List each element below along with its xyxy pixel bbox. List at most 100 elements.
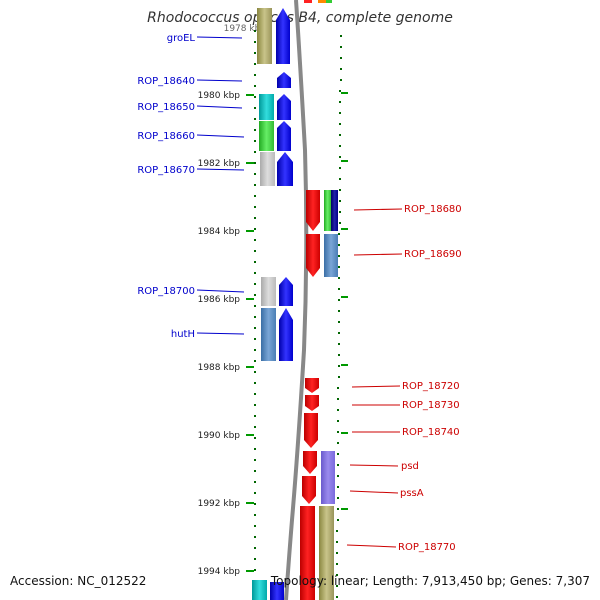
- gene-arrow[interactable]: [321, 451, 335, 504]
- guide-dot: [254, 547, 256, 549]
- guide-dot: [254, 459, 256, 461]
- gene-arrow[interactable]: [259, 121, 274, 151]
- guide-dot: [254, 448, 256, 450]
- gene-arrow[interactable]: [279, 277, 293, 306]
- guide-dot: [339, 134, 341, 136]
- scale-tick-label: 1994 kbp: [198, 567, 241, 577]
- guide-dot: [336, 530, 338, 532]
- guide-dot: [254, 437, 256, 439]
- gene-arrow[interactable]: [252, 580, 267, 600]
- gene-arrow[interactable]: [305, 395, 319, 411]
- guide-dot: [338, 332, 340, 334]
- guide-dot: [254, 393, 256, 395]
- gene-arrow[interactable]: [261, 277, 276, 306]
- top-partial-feature: [326, 0, 332, 3]
- guide-dot: [254, 360, 256, 362]
- gene-label-ROP_18770[interactable]: ROP_18770: [398, 542, 456, 553]
- guide-dot: [254, 305, 256, 307]
- genome-summary-text: Topology: linear; Length: 7,913,450 bp; …: [270, 574, 590, 588]
- gene-arrow[interactable]: [300, 506, 315, 600]
- guide-dot: [337, 486, 339, 488]
- scale-tick-label: 1992 kbp: [198, 499, 241, 509]
- gene-label-ROP_18700[interactable]: ROP_18700: [137, 286, 195, 297]
- scale-tick: 1990 kbp: [198, 431, 254, 441]
- gene-arrow[interactable]: [277, 72, 291, 88]
- guide-dot: [340, 79, 342, 81]
- guide-dot: [254, 129, 256, 131]
- guide-dot: [338, 376, 340, 378]
- guide-dot: [337, 508, 339, 510]
- guide-dot: [254, 558, 256, 560]
- guide-dot: [254, 217, 256, 219]
- gene-label-hutH[interactable]: hutH: [171, 329, 195, 340]
- gene-label-ROP_18640[interactable]: ROP_18640: [137, 76, 195, 87]
- guide-dot: [336, 541, 338, 543]
- genome-title: Rhodococcus opacus B4, complete genome: [147, 10, 453, 26]
- gene-arrow[interactable]: [259, 94, 274, 120]
- gene-arrow[interactable]: [303, 451, 317, 474]
- guide-dot: [337, 409, 339, 411]
- guide-dot: [254, 74, 256, 76]
- gene-label-ROP_18670[interactable]: ROP_18670: [137, 165, 195, 176]
- guide-dot: [339, 189, 341, 191]
- guide-dot: [254, 184, 256, 186]
- guide-dot: [254, 294, 256, 296]
- gene-arrow[interactable]: [306, 190, 320, 231]
- guide-dot: [337, 464, 339, 466]
- gene-label-psd[interactable]: psd: [401, 461, 419, 472]
- guide-dot: [336, 563, 338, 565]
- guide-dot: [254, 283, 256, 285]
- guide-dot: [254, 272, 256, 274]
- guide-dot: [339, 101, 341, 103]
- gene-arrow[interactable]: [305, 378, 319, 393]
- gene-arrow[interactable]: [324, 234, 338, 277]
- gene-arrow[interactable]: [302, 476, 316, 504]
- gene-arrow[interactable]: [331, 190, 338, 231]
- forward-strand-genes: [252, 8, 293, 600]
- scale-axis: 1978 kbp 1980 kbp 1982 kbp 1984 kbp 1986…: [198, 24, 348, 577]
- gene-label-ROP_18720[interactable]: ROP_18720: [402, 381, 460, 392]
- guide-dot: [340, 68, 342, 70]
- scale-tick-label: 1984 kbp: [198, 227, 241, 237]
- guide-dot: [254, 470, 256, 472]
- scale-tick: 1986 kbp: [198, 295, 254, 305]
- accession-text: Accession: NC_012522: [10, 574, 147, 588]
- guide-dot: [254, 151, 256, 153]
- scale-tick: 1980 kbp: [198, 91, 254, 101]
- guide-dot: [254, 85, 256, 87]
- gene-label-pssA[interactable]: pssA: [400, 488, 424, 499]
- gene-label-ROP_18680[interactable]: ROP_18680: [404, 204, 462, 215]
- gene-arrow[interactable]: [277, 121, 291, 151]
- gene-arrow[interactable]: [304, 413, 318, 448]
- gene-label-ROP_18660[interactable]: ROP_18660: [137, 131, 195, 142]
- gene-arrow[interactable]: [277, 152, 293, 186]
- guide-dot: [338, 255, 340, 257]
- guide-dot: [338, 266, 340, 268]
- gene-label-ROP_18690[interactable]: ROP_18690: [404, 249, 462, 260]
- gene-arrow[interactable]: [319, 506, 334, 600]
- guide-dot: [254, 206, 256, 208]
- guide-dot: [254, 30, 256, 32]
- gene-label-ROP_18650[interactable]: ROP_18650: [137, 102, 195, 113]
- gene-arrow[interactable]: [260, 152, 275, 186]
- gene-arrow[interactable]: [261, 308, 276, 361]
- gene-label-ROP_18730[interactable]: ROP_18730: [402, 400, 460, 411]
- guide-dot: [339, 90, 341, 92]
- gene-arrow[interactable]: [276, 8, 290, 64]
- scale-tick-label: 1988 kbp: [198, 363, 241, 373]
- gene-label-groEL[interactable]: groEL: [167, 33, 196, 44]
- gene-arrow[interactable]: [306, 234, 320, 277]
- guide-dot: [340, 35, 342, 37]
- gene-arrow[interactable]: [257, 8, 272, 64]
- guide-dot: [254, 481, 256, 483]
- gene-arrow[interactable]: [277, 94, 291, 120]
- guide-dot: [336, 585, 338, 587]
- scale-tick: 1992 kbp: [198, 499, 254, 509]
- gene-arrow[interactable]: [279, 308, 293, 361]
- guide-dot: [254, 118, 256, 120]
- guide-dot: [338, 310, 340, 312]
- guide-dot: [339, 211, 341, 213]
- gene-label-ROP_18740[interactable]: ROP_18740: [402, 427, 460, 438]
- gene-arrow[interactable]: [324, 190, 331, 231]
- gene-arrow[interactable]: [270, 582, 284, 600]
